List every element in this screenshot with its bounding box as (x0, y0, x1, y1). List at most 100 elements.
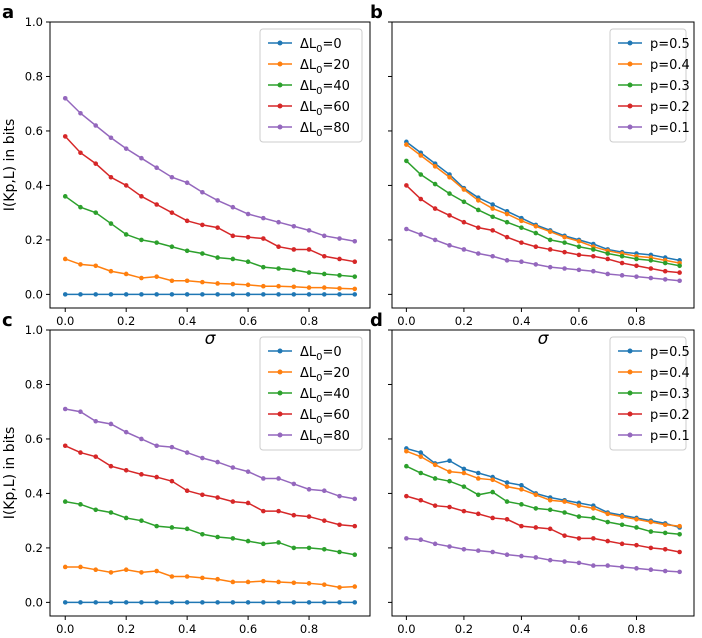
data-point (677, 270, 682, 275)
data-point (62, 406, 68, 412)
legend-label-subscript: 0 (316, 436, 322, 447)
data-point (123, 232, 129, 237)
x-tick-label: 0.2 (117, 314, 135, 328)
data-point (662, 260, 668, 266)
data-point (591, 515, 596, 521)
series-p=0.1 (404, 226, 682, 284)
data-point (547, 557, 553, 563)
x-tick-label: 0.4 (512, 314, 530, 328)
data-point (123, 429, 129, 435)
data-point (321, 582, 327, 587)
data-point (648, 275, 654, 281)
data-point (108, 510, 114, 515)
data-point (648, 567, 654, 572)
legend-label-prefix: ΔL (300, 429, 317, 444)
data-point (261, 264, 266, 270)
data-point (291, 600, 297, 605)
data-point (605, 538, 611, 544)
data-point (519, 240, 524, 245)
data-point (447, 478, 452, 484)
y-tick-label: 0.2 (25, 541, 43, 555)
legend-label-prefix: ΔL (300, 79, 317, 94)
data-point (418, 196, 424, 202)
data-point (547, 507, 553, 513)
series-line (64, 258, 355, 290)
data-point (533, 506, 539, 511)
data-point (215, 255, 220, 260)
data-point (662, 277, 668, 282)
data-point (662, 546, 668, 552)
data-point (418, 172, 424, 177)
data-point (519, 218, 524, 224)
legend-marker (277, 411, 283, 417)
data-point (547, 497, 553, 503)
data-point (291, 481, 297, 487)
legend-entry: p=0.1 (618, 429, 690, 444)
data-point (404, 448, 409, 454)
data-point (123, 567, 129, 572)
data-point (93, 454, 99, 459)
data-point (504, 211, 510, 217)
data-point (634, 566, 639, 571)
data-point (490, 489, 495, 495)
legend-entry: p=0.2 (618, 408, 690, 423)
x-tick-label: 0.4 (512, 622, 530, 636)
data-point (533, 230, 539, 236)
data-point (215, 600, 220, 605)
series-line (64, 97, 355, 243)
legend-label-suffix: =20 (323, 58, 350, 73)
legend-entry: p=0.1 (618, 121, 690, 136)
data-point (261, 578, 266, 584)
series-p=0.3 (404, 158, 682, 269)
data-point (306, 514, 312, 519)
data-point (93, 567, 99, 572)
data-point (519, 482, 524, 488)
data-point (352, 523, 358, 529)
data-point (404, 142, 409, 147)
data-point (230, 465, 236, 470)
data-point (634, 263, 639, 269)
data-point (306, 581, 312, 586)
x-tick-label: 0.0 (397, 314, 415, 328)
data-point (504, 499, 510, 504)
data-point (605, 519, 611, 525)
data-point (418, 450, 424, 455)
legend-label-suffix: =80 (323, 121, 350, 136)
data-point (352, 584, 358, 589)
data-point (276, 540, 281, 545)
legend-label: p=0.5 (650, 345, 690, 360)
data-point (291, 580, 297, 586)
data-point (261, 508, 266, 514)
data-point (404, 463, 409, 469)
legend-marker (627, 411, 633, 417)
y-tick-label: 0.6 (25, 124, 43, 138)
data-point (576, 503, 582, 508)
data-point (154, 292, 159, 297)
data-point (576, 560, 582, 566)
legend-marker (627, 103, 633, 109)
data-point (200, 222, 205, 228)
data-point (261, 292, 266, 297)
data-point (245, 211, 251, 217)
data-point (139, 600, 144, 605)
data-point (418, 454, 424, 459)
data-point (154, 568, 159, 574)
data-point (352, 552, 358, 558)
data-point (576, 244, 582, 250)
y-tick-label: 1.0 (25, 15, 43, 29)
data-point (677, 263, 682, 269)
y-tick-label: 0.4 (25, 486, 43, 500)
legend-marker (277, 103, 283, 109)
legend-entry: ΔL0=60 (268, 100, 350, 118)
series-ΔL₀=20 (62, 564, 358, 590)
data-point (200, 492, 205, 498)
data-point (504, 234, 510, 240)
data-point (591, 247, 596, 252)
legend-entry: ΔL0=40 (268, 387, 350, 405)
data-point (169, 444, 175, 450)
data-point (245, 292, 251, 297)
legend-label: ΔL0=80 (300, 121, 350, 139)
data-point (78, 204, 83, 210)
data-point (447, 174, 452, 180)
y-tick-label: 0.6 (25, 432, 43, 446)
